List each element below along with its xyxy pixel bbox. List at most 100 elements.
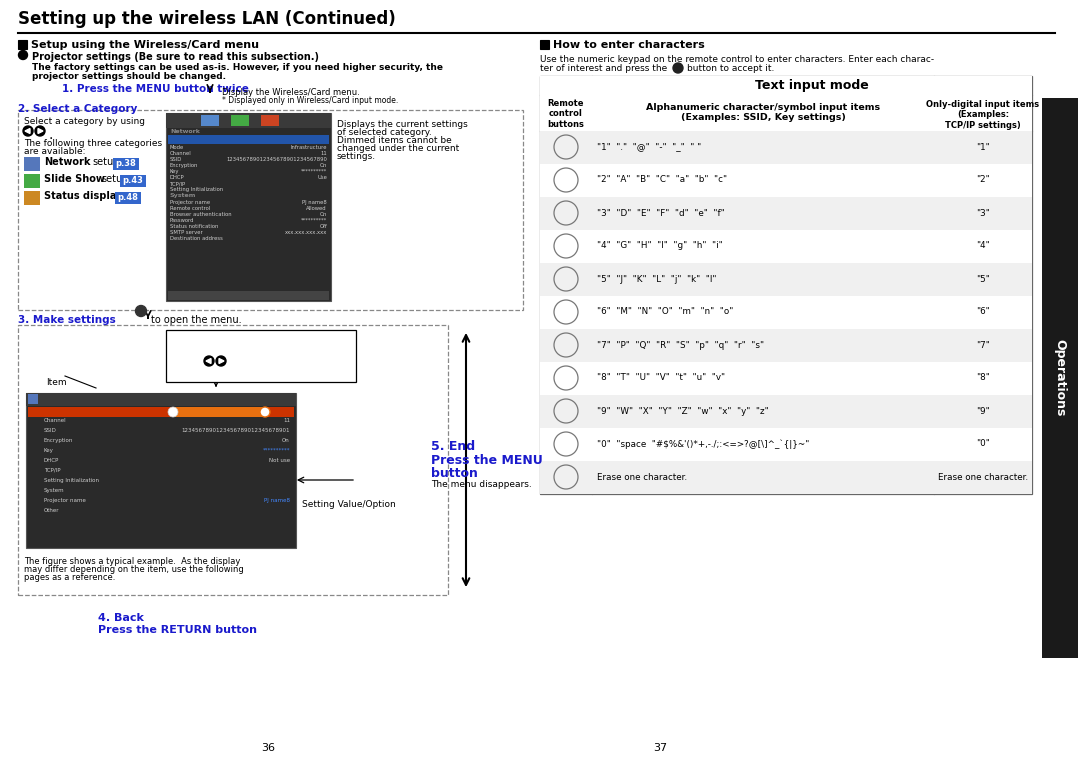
Text: "3"  "D"  "E"  "F"  "d"  "e"  "f": "3" "D" "E" "F" "d" "e" "f" — [597, 208, 725, 217]
Text: SSID: SSID — [44, 428, 57, 433]
Bar — [26, 393, 296, 406]
Text: Setup using the Wireless/Card menu: Setup using the Wireless/Card menu — [31, 40, 259, 50]
Text: settings.: settings. — [337, 152, 376, 161]
Text: "2"  "A"  "B"  "C"  "a"  "b"  "c": "2" "A" "B" "C" "a" "b" "c" — [597, 175, 727, 185]
Text: PQRS: PQRS — [559, 336, 573, 341]
Text: 36: 36 — [261, 743, 275, 753]
Text: button: button — [431, 467, 477, 480]
Text: **********: ********** — [300, 218, 327, 223]
Bar — [540, 230, 1032, 263]
Text: Encryption: Encryption — [44, 438, 73, 443]
Circle shape — [554, 234, 578, 258]
Text: p.38: p.38 — [116, 159, 136, 168]
Text: Alphanumeric character/symbol input items
(Examples: SSID, Key settings): Alphanumeric character/symbol input item… — [646, 103, 880, 122]
Circle shape — [35, 126, 45, 136]
Text: System: System — [44, 488, 65, 493]
Text: projector settings should be changed.: projector settings should be changed. — [32, 72, 226, 81]
Circle shape — [168, 407, 178, 417]
Text: to open the menu.: to open the menu. — [151, 315, 242, 325]
Text: pages as a reference.: pages as a reference. — [24, 573, 116, 582]
Text: System: System — [170, 193, 197, 198]
Bar — [540, 461, 1032, 494]
Text: Infrastructure: Infrastructure — [291, 145, 327, 150]
Text: xxx.xxx.xxx.xxx: xxx.xxx.xxx.xxx — [285, 230, 327, 235]
Bar — [540, 131, 1032, 164]
Bar — [28, 407, 294, 417]
Text: Select a category by using: Select a category by using — [24, 117, 145, 126]
Text: * Displayed only in Wireless/Card input mode.: * Displayed only in Wireless/Card input … — [222, 96, 399, 105]
Text: Use: Use — [318, 175, 327, 180]
Text: setup: setup — [92, 157, 120, 167]
Text: Password: Password — [170, 218, 194, 223]
Text: The menu disappears.: The menu disappears. — [431, 480, 531, 489]
Text: Network: Network — [170, 129, 200, 134]
Text: "7": "7" — [976, 340, 990, 349]
Text: Status display: Status display — [44, 191, 122, 201]
Text: options can be selected by: options can be selected by — [174, 347, 296, 356]
Bar — [18, 325, 448, 595]
Text: 37: 37 — [653, 743, 667, 753]
Circle shape — [554, 465, 578, 489]
Text: DHCP: DHCP — [170, 175, 185, 180]
Bar — [201, 115, 219, 126]
Text: Text input mode: Text input mode — [755, 79, 869, 92]
Text: Channel: Channel — [44, 418, 67, 423]
Text: Displays the current settings: Displays the current settings — [337, 120, 468, 129]
Text: "8"  "T"  "U"  "V"  "t"  "u"  "v": "8" "T" "U" "V" "t" "u" "v" — [597, 374, 725, 382]
Circle shape — [554, 399, 578, 423]
Circle shape — [216, 356, 226, 366]
Circle shape — [554, 267, 578, 291]
Text: Other: Other — [44, 508, 59, 513]
Text: ABC: ABC — [561, 171, 571, 176]
Bar — [166, 113, 330, 128]
Text: Mode: Mode — [170, 145, 185, 150]
Text: WXY2: WXY2 — [558, 402, 573, 407]
Circle shape — [23, 126, 33, 136]
Bar — [166, 330, 356, 382]
Bar — [540, 362, 1032, 395]
Text: JKL: JKL — [562, 270, 570, 275]
Text: On: On — [320, 163, 327, 168]
Text: TCP/IP: TCP/IP — [44, 468, 60, 473]
Bar — [1042, 98, 1078, 658]
Text: are available:: are available: — [24, 147, 85, 156]
Text: "0": "0" — [976, 439, 990, 449]
Bar — [113, 158, 139, 170]
Text: How to enter characters: How to enter characters — [553, 40, 705, 50]
Text: PJ name8: PJ name8 — [264, 498, 291, 503]
Circle shape — [204, 356, 214, 366]
Text: Display the Wireless/Card menu.: Display the Wireless/Card menu. — [222, 88, 360, 97]
Text: "5": "5" — [976, 275, 990, 284]
Text: MNO: MNO — [559, 303, 572, 308]
Bar — [120, 175, 146, 187]
Bar — [168, 135, 329, 144]
Text: p.43: p.43 — [122, 176, 144, 185]
Text: 3. Make settings: 3. Make settings — [18, 315, 116, 325]
Text: ▼ Wireless LAN: ▼ Wireless LAN — [42, 396, 95, 401]
Text: may differ depending on the item, use the following: may differ depending on the item, use th… — [24, 565, 244, 574]
Text: 6: 6 — [563, 314, 569, 324]
Bar — [18, 110, 523, 310]
Bar — [261, 115, 279, 126]
Text: Press the MENU: Press the MENU — [431, 454, 543, 467]
Circle shape — [673, 63, 683, 73]
Text: using: using — [174, 356, 199, 365]
Text: Browser authentication: Browser authentication — [170, 212, 231, 217]
Text: Key: Key — [44, 448, 54, 453]
Bar — [540, 428, 1032, 461]
Text: of selected category.: of selected category. — [337, 128, 432, 137]
Bar — [24, 191, 40, 205]
Text: Network: Network — [44, 157, 91, 167]
Text: ■ Wireless LAN: ■ Wireless LAN — [172, 136, 227, 141]
Circle shape — [554, 135, 578, 159]
Text: GHI: GHI — [562, 237, 570, 242]
Text: These marks signify that: These marks signify that — [174, 338, 286, 347]
Circle shape — [554, 300, 578, 324]
Text: Setting Initialization: Setting Initialization — [170, 187, 224, 192]
Text: Item: Item — [46, 378, 67, 387]
Bar — [28, 394, 38, 404]
Text: Remote
control
buttons: Remote control buttons — [548, 99, 584, 129]
Text: **********: ********** — [300, 169, 327, 174]
Circle shape — [135, 305, 147, 317]
Text: DHCP: DHCP — [44, 458, 59, 463]
